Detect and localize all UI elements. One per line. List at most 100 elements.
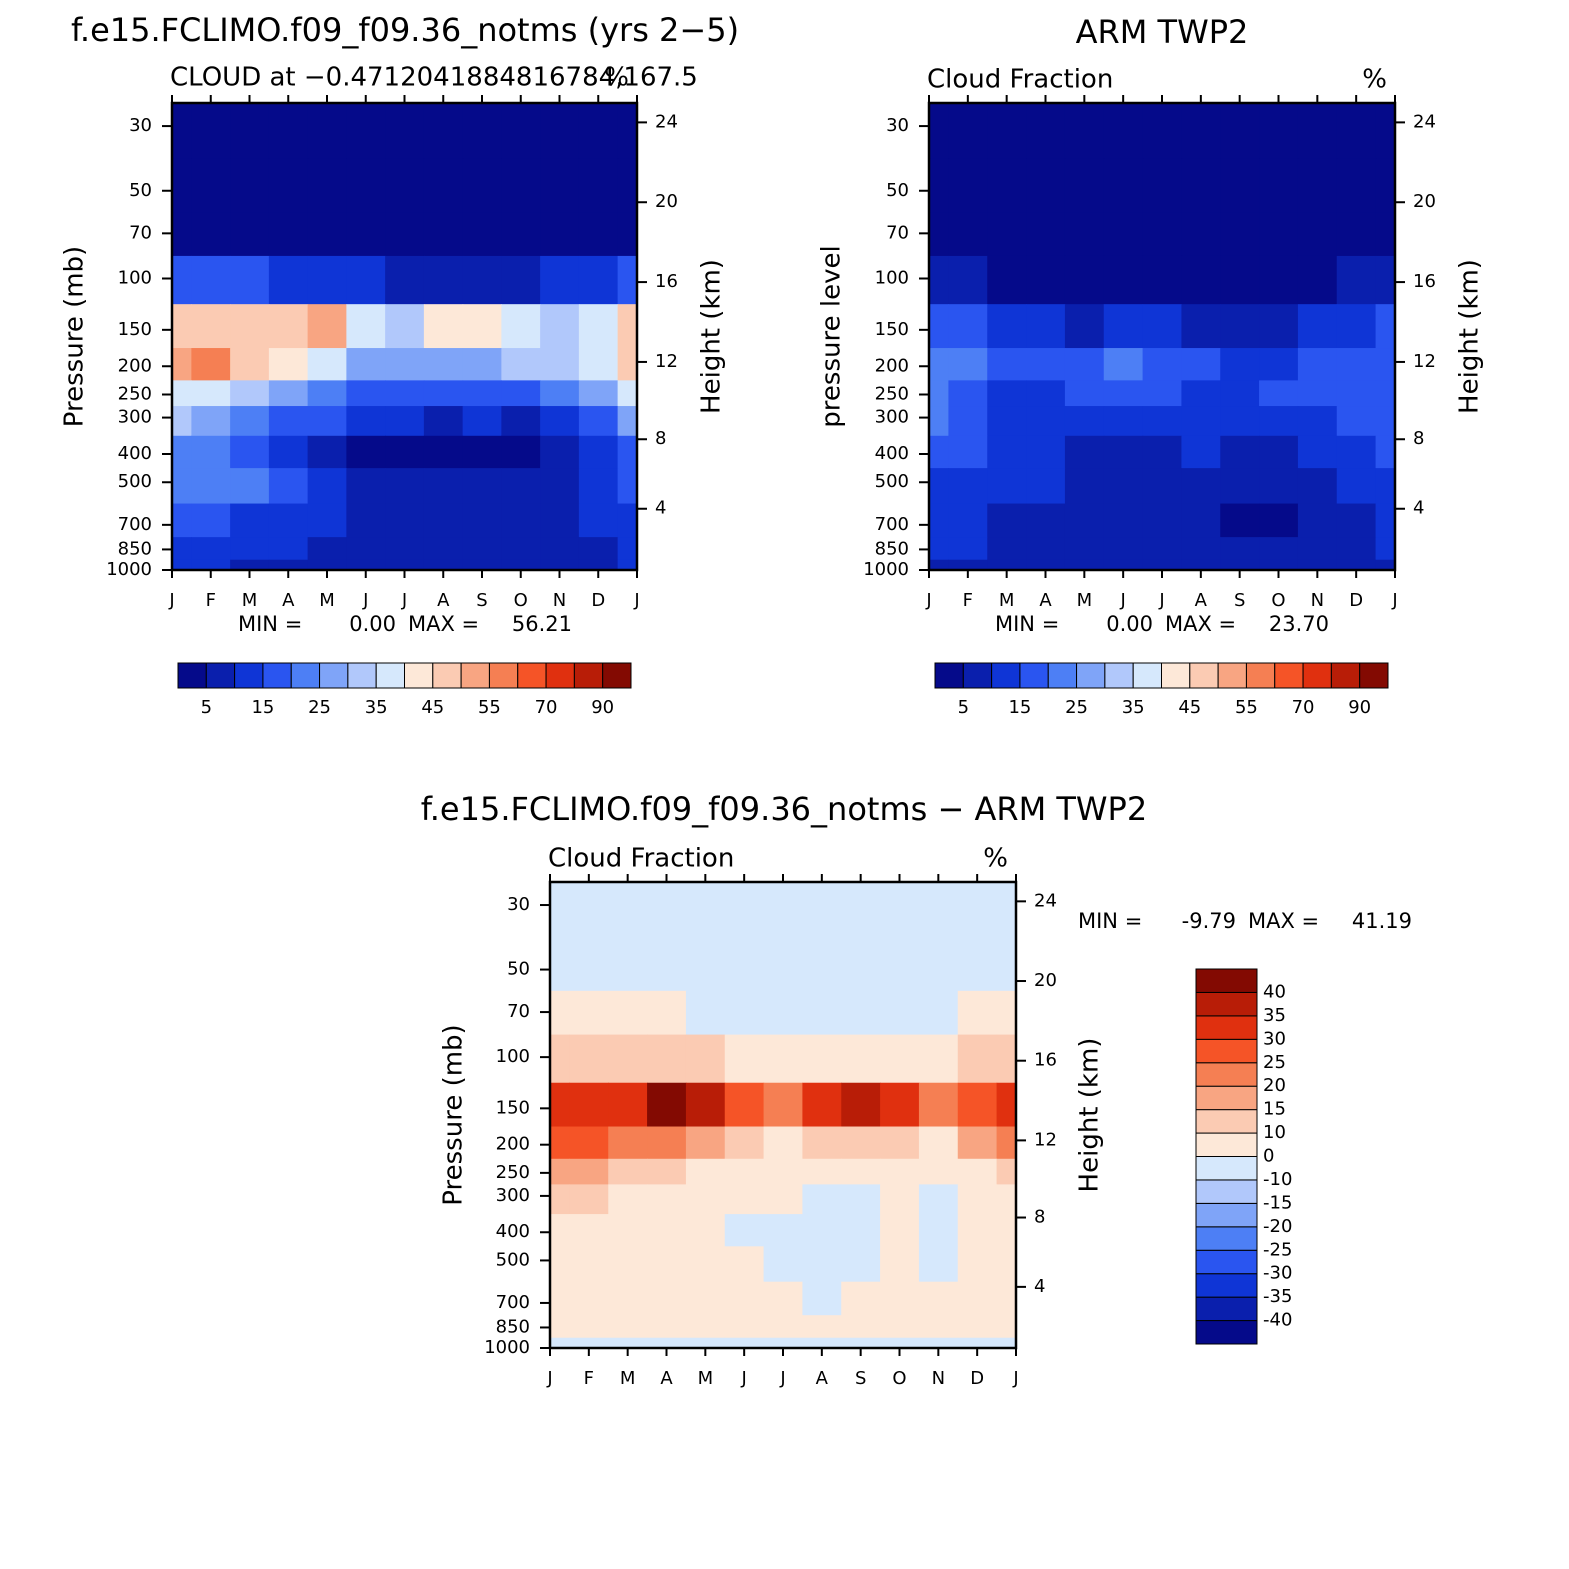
- min-text: MIN =: [238, 612, 302, 636]
- contour-cell: [996, 1214, 1017, 1247]
- contour-cell: [569, 937, 609, 992]
- y-tick-label: 50: [507, 959, 530, 980]
- x-tick-label: J: [546, 1368, 552, 1389]
- max-value: 56.21: [512, 612, 572, 636]
- contour-cell: [608, 1337, 648, 1349]
- contour-cell: [996, 1126, 1017, 1160]
- contour-cell: [307, 348, 347, 381]
- contour-cell: [230, 380, 270, 407]
- contour-cell: [918, 1082, 959, 1128]
- contour-cell: [841, 990, 881, 1036]
- contour-cell: [1220, 212, 1260, 257]
- contour-cell: [191, 255, 231, 305]
- contour-cell: [841, 1082, 881, 1128]
- contour-cell: [462, 406, 502, 437]
- contour-cell: [385, 468, 425, 505]
- contour-cell: [578, 304, 619, 349]
- contour-cell: [423, 212, 464, 257]
- colorbar-label: 90: [591, 697, 614, 718]
- colorbar-box: [1274, 662, 1304, 689]
- contour-cell: [1375, 304, 1396, 349]
- units: %: [1362, 65, 1387, 95]
- colorbar-box: [347, 662, 377, 689]
- y-tick-label: 250: [875, 383, 909, 404]
- contour-cell: [569, 882, 609, 938]
- y-axis-label: Pressure (mb): [439, 1024, 469, 1205]
- contour-cell: [1297, 537, 1338, 561]
- contour-cell: [346, 255, 386, 305]
- contour-cell: [172, 212, 192, 257]
- colorbar-box: [1330, 662, 1361, 689]
- y-tick-label: 700: [496, 1292, 530, 1313]
- contour-cell: [1142, 503, 1183, 538]
- x-tick-label: J: [925, 590, 931, 611]
- contour-cell: [617, 537, 638, 561]
- contour-cell: [724, 1126, 765, 1160]
- contour-cell: [1103, 380, 1144, 407]
- y-tick-label: 200: [496, 1134, 530, 1155]
- y-tick-label: 250: [496, 1162, 530, 1183]
- contour-cell: [1142, 158, 1183, 213]
- contour-cell: [1181, 380, 1221, 407]
- contour-cell: [172, 503, 192, 538]
- contour-cell: [268, 103, 309, 160]
- contour-cell: [685, 990, 726, 1036]
- x-tick-label: N: [1311, 590, 1324, 611]
- contour-cell: [763, 1158, 804, 1185]
- y2-tick-label: 8: [655, 428, 666, 449]
- contour-cell: [230, 212, 270, 257]
- contour-cell: [1026, 559, 1066, 571]
- contour-cell: [948, 158, 988, 213]
- contour-cell: [540, 255, 580, 305]
- contour-cell: [948, 103, 988, 160]
- y-tick-label: 400: [875, 443, 909, 464]
- contour-cell: [996, 937, 1017, 992]
- contour-cell: [685, 1337, 726, 1349]
- max-text: MAX =: [1248, 909, 1319, 933]
- contour-cell: [617, 304, 638, 349]
- y-tick-label: 850: [118, 538, 152, 559]
- contour-field: [550, 882, 1017, 1349]
- y2-tick-label: 16: [1413, 271, 1436, 292]
- contour-cell: [307, 435, 347, 469]
- contour-cell: [1336, 348, 1377, 381]
- y-tick-label: 70: [129, 222, 152, 243]
- contour-cell: [724, 1082, 765, 1128]
- contour-cell: [501, 537, 541, 561]
- y2-tick-label: 16: [1034, 1050, 1057, 1071]
- y-tick-label: 300: [875, 407, 909, 428]
- y-axis-label: Pressure (mb): [60, 246, 90, 427]
- contour-cell: [501, 435, 541, 469]
- contour-cell: [724, 1246, 765, 1283]
- colorbar-box: [1195, 1062, 1258, 1087]
- contour-cell: [550, 1281, 571, 1316]
- contour-cell: [172, 406, 192, 437]
- colorbar-label: -20: [1263, 1216, 1292, 1237]
- colorbar-box: [1076, 662, 1106, 689]
- contour-cell: [1297, 468, 1338, 505]
- contour-cell: [550, 1082, 571, 1128]
- colorbar-box: [1047, 662, 1078, 689]
- colorbar-box: [1195, 1249, 1258, 1275]
- contour-cell: [191, 348, 231, 381]
- contour-cell: [268, 559, 309, 571]
- x-tick-label: A: [282, 590, 295, 611]
- contour-cell: [230, 406, 270, 437]
- contour-cell: [230, 255, 270, 305]
- y-tick-label: 150: [496, 1097, 530, 1118]
- contour-cell: [1181, 435, 1221, 469]
- contour-cell: [608, 937, 648, 992]
- contour-cell: [763, 1246, 804, 1283]
- contour-cell: [1142, 559, 1183, 571]
- x-tick-label: A: [660, 1368, 673, 1389]
- panel-title: f.e15.FCLIMO.f09_f09.36_notms − ARM TWP2: [421, 790, 1147, 828]
- colorbar-box: [460, 662, 490, 689]
- contour-cell: [841, 937, 881, 992]
- contour-cell: [501, 380, 541, 407]
- contour-cell: [385, 503, 425, 538]
- contour-cell: [802, 1082, 842, 1128]
- x-tick-label: M: [319, 590, 335, 611]
- y-tick-label: 50: [129, 180, 152, 201]
- y2-tick-label: 4: [655, 498, 666, 519]
- contour-field: [929, 103, 1396, 571]
